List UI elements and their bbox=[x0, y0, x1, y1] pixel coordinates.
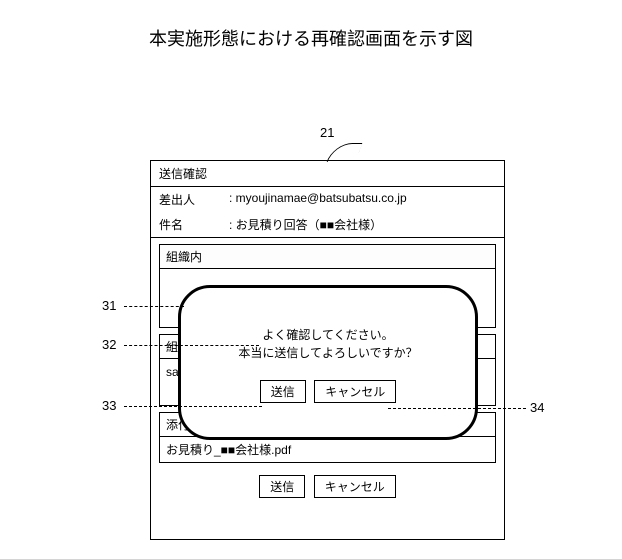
leader-line bbox=[124, 306, 184, 307]
dialog-line-1: よく確認してください。 bbox=[181, 326, 475, 344]
callout-34: 34 bbox=[530, 400, 544, 415]
callout-31-num: 31 bbox=[102, 298, 116, 313]
sender-label: 差出人 bbox=[159, 191, 229, 208]
window-bottom-buttons: 送信 キャンセル bbox=[151, 469, 504, 504]
leader-line bbox=[388, 408, 526, 409]
subject-value: お見積り回答（■■会社様） bbox=[229, 216, 382, 233]
window-send-button[interactable]: 送信 bbox=[259, 475, 305, 498]
attachment-file: お見積り_■■会社様.pdf bbox=[160, 437, 495, 462]
dialog-buttons: 送信 キャンセル bbox=[181, 380, 475, 403]
dialog-cancel-button[interactable]: キャンセル bbox=[314, 380, 396, 403]
callout-32-num: 32 bbox=[102, 337, 116, 352]
leader-line bbox=[124, 345, 259, 346]
callout-33-num: 33 bbox=[102, 398, 116, 413]
window-titlebar: 送信確認 bbox=[151, 161, 504, 187]
dialog-send-button[interactable]: 送信 bbox=[260, 380, 306, 403]
callout-31: 31 bbox=[102, 298, 116, 313]
callout-32: 32 bbox=[102, 337, 116, 352]
callout-21: 21 bbox=[320, 125, 334, 140]
org-inside-header: 組織内 bbox=[160, 245, 495, 269]
sender-value: myoujinamae@batsubatsu.co.jp bbox=[229, 191, 407, 208]
reconfirm-dialog: よく確認してください。 本当に送信してよろしいですか？ 送信 キャンセル bbox=[178, 285, 478, 440]
dialog-message: よく確認してください。 本当に送信してよろしいですか？ bbox=[181, 326, 475, 362]
sender-row: 差出人 myoujinamae@batsubatsu.co.jp bbox=[151, 187, 504, 212]
window-cancel-button[interactable]: キャンセル bbox=[314, 475, 396, 498]
dialog-line-2: 本当に送信してよろしいですか？ bbox=[181, 344, 475, 362]
subject-row: 件名 お見積り回答（■■会社様） bbox=[151, 212, 504, 238]
callout-34-num: 34 bbox=[530, 400, 544, 415]
subject-label: 件名 bbox=[159, 216, 229, 233]
leader-line bbox=[124, 406, 262, 407]
page-title: 本実施形態における再確認画面を示す図 bbox=[0, 0, 622, 51]
callout-33: 33 bbox=[102, 398, 116, 413]
